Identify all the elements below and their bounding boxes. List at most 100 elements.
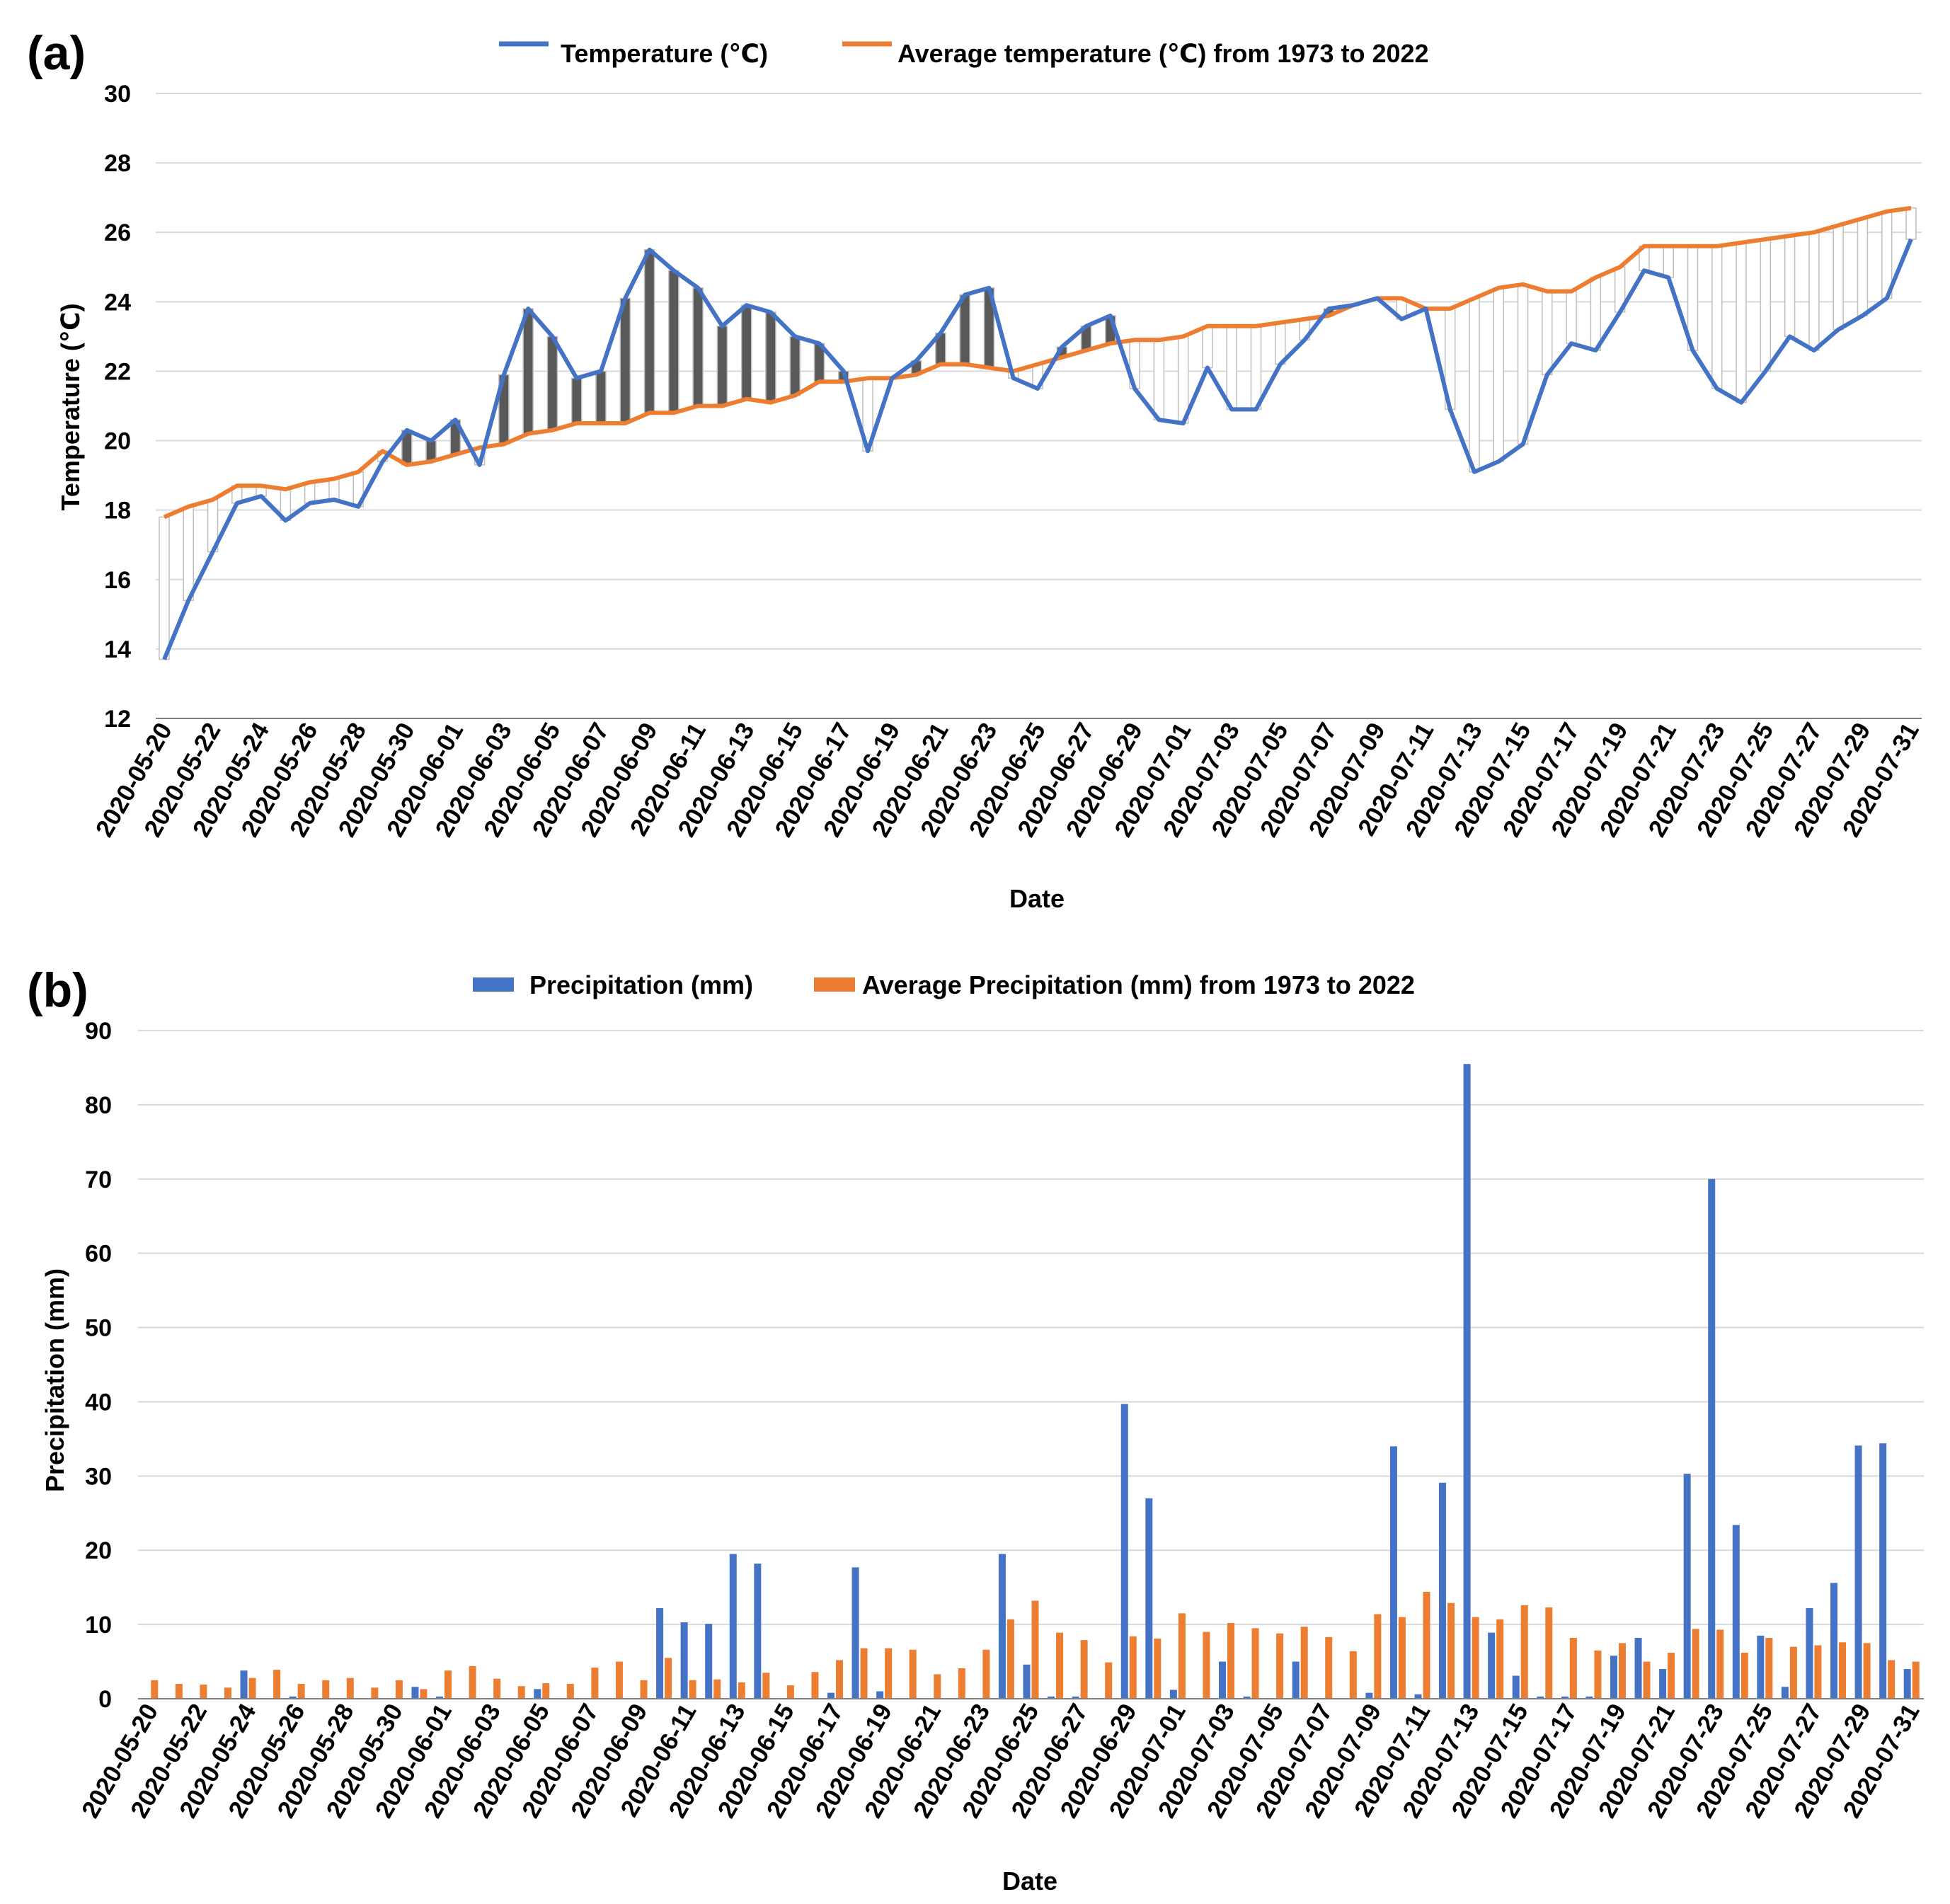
difference-bar	[522, 308, 534, 435]
panel-a-series-lines	[162, 205, 1913, 660]
average-precipitation-bar	[1374, 1614, 1382, 1699]
panel-b-y-tick-labels: 0 10 20 30 40 50 60 70 80 90	[85, 1018, 112, 1713]
average-precipitation-bar	[248, 1678, 256, 1699]
y-tick-label: 22	[104, 358, 131, 385]
precipitation-bar	[705, 1624, 713, 1699]
average-precipitation-bar	[151, 1680, 159, 1699]
average-precipitation-bar	[1765, 1637, 1773, 1699]
difference-bar	[1760, 239, 1772, 372]
y-tick-label: 30	[85, 1463, 112, 1490]
precipitation-bar	[656, 1608, 664, 1699]
y-tick-label: 0	[98, 1686, 112, 1713]
precipitation-bar	[1683, 1474, 1691, 1699]
average-precipitation-bar	[1349, 1651, 1357, 1699]
difference-bar	[1226, 325, 1237, 411]
average-precipitation-bar	[836, 1660, 844, 1699]
average-precipitation-bar	[1031, 1600, 1039, 1699]
average-precipitation-bar	[1839, 1642, 1847, 1699]
precipitation-bar	[1048, 1696, 1055, 1699]
precipitation-bar	[1365, 1692, 1373, 1699]
panel-b-label: (b)	[27, 963, 88, 1017]
y-tick-label: 26	[104, 219, 131, 246]
precipitation-bar	[998, 1554, 1006, 1699]
legend-average-precipitation-swatch	[814, 977, 855, 992]
average-precipitation-bar	[1105, 1662, 1113, 1699]
average-precipitation-bar	[1227, 1623, 1234, 1699]
legend-average-temperature-label: Average temperature (℃) from 1973 to 202…	[897, 39, 1429, 68]
average-precipitation-bar	[1398, 1617, 1406, 1699]
average-precipitation-bar	[615, 1661, 623, 1699]
difference-bar	[1590, 277, 1602, 351]
average-precipitation-bar	[1716, 1629, 1724, 1699]
y-tick-label: 14	[104, 636, 131, 663]
average-precipitation-bar	[1814, 1645, 1822, 1699]
average-precipitation-bar	[1912, 1661, 1920, 1699]
legend-temperature-label: Temperature (℃)	[561, 39, 768, 68]
panel-a-legend: Temperature (℃) Average temperature (℃) …	[499, 39, 1429, 68]
difference-bar	[546, 336, 558, 431]
y-tick-label: 20	[104, 428, 131, 455]
difference-bar	[1542, 290, 1553, 376]
precipitation-bar	[1243, 1696, 1251, 1699]
difference-bar	[1736, 242, 1747, 403]
average-precipitation-bar	[1129, 1636, 1137, 1699]
y-tick-label: 50	[85, 1315, 112, 1342]
precipitation-bar	[754, 1564, 762, 1699]
precipitation-bar	[289, 1696, 297, 1699]
average-precipitation-bar	[469, 1665, 476, 1699]
precipitation-bar	[1120, 1404, 1128, 1699]
difference-bar	[1517, 284, 1529, 445]
average-precipitation-bar	[738, 1682, 745, 1699]
difference-bar	[1833, 224, 1844, 331]
average-precipitation-bar	[1594, 1650, 1602, 1699]
average-precipitation-bar	[445, 1670, 452, 1699]
precipitation-bar	[240, 1670, 248, 1699]
average-precipitation-bar	[1888, 1660, 1895, 1699]
precipitation-bar	[680, 1622, 688, 1699]
precipitation-bar	[436, 1696, 444, 1699]
y-tick-label: 70	[85, 1166, 112, 1193]
average-precipitation-bar	[1203, 1631, 1210, 1699]
average-precipitation-bar	[1643, 1661, 1651, 1699]
panel-b-legend: Precipitation (mm) Average Precipitation…	[473, 970, 1415, 999]
difference-bar	[668, 270, 679, 414]
y-tick-label: 16	[104, 567, 131, 594]
precipitation-bar	[876, 1691, 884, 1699]
average-temperature-line	[163, 205, 1912, 520]
precipitation-bar	[1610, 1656, 1617, 1699]
difference-bar	[959, 294, 970, 365]
y-tick-label: 12	[104, 706, 131, 733]
precipitation-bar	[1488, 1632, 1496, 1699]
panel-b-y-axis-title: Precipitation (mm)	[40, 1268, 69, 1492]
average-precipitation-bar	[982, 1649, 990, 1699]
precipitation-bar	[1903, 1669, 1911, 1699]
average-precipitation-bar	[1006, 1619, 1014, 1699]
difference-bar	[183, 506, 195, 601]
difference-bar	[716, 325, 728, 407]
average-precipitation-bar	[1472, 1617, 1479, 1699]
legend-precipitation-label: Precipitation (mm)	[529, 970, 753, 999]
precipitation-bar	[534, 1689, 541, 1699]
average-precipitation-bar	[1496, 1619, 1504, 1699]
difference-bar	[1250, 325, 1262, 411]
precipitation-bar	[1634, 1637, 1642, 1699]
precipitation-bar	[1806, 1608, 1813, 1699]
y-tick-label: 80	[85, 1092, 112, 1119]
average-precipitation-bar	[224, 1687, 231, 1699]
average-precipitation-bar	[860, 1648, 868, 1699]
precipitation-bar	[1218, 1661, 1226, 1699]
average-precipitation-bar	[1056, 1632, 1064, 1699]
average-precipitation-bar	[689, 1680, 696, 1699]
average-precipitation-bar	[1692, 1629, 1699, 1699]
difference-bar	[740, 304, 752, 400]
difference-bar	[789, 336, 801, 396]
average-precipitation-bar	[1080, 1640, 1088, 1699]
precipitation-bar	[1854, 1445, 1862, 1699]
difference-bar	[1663, 246, 1674, 278]
difference-bar	[1905, 207, 1917, 240]
average-precipitation-bar	[1251, 1628, 1259, 1699]
difference-bar	[1808, 231, 1820, 351]
temperature-line	[162, 238, 1913, 660]
